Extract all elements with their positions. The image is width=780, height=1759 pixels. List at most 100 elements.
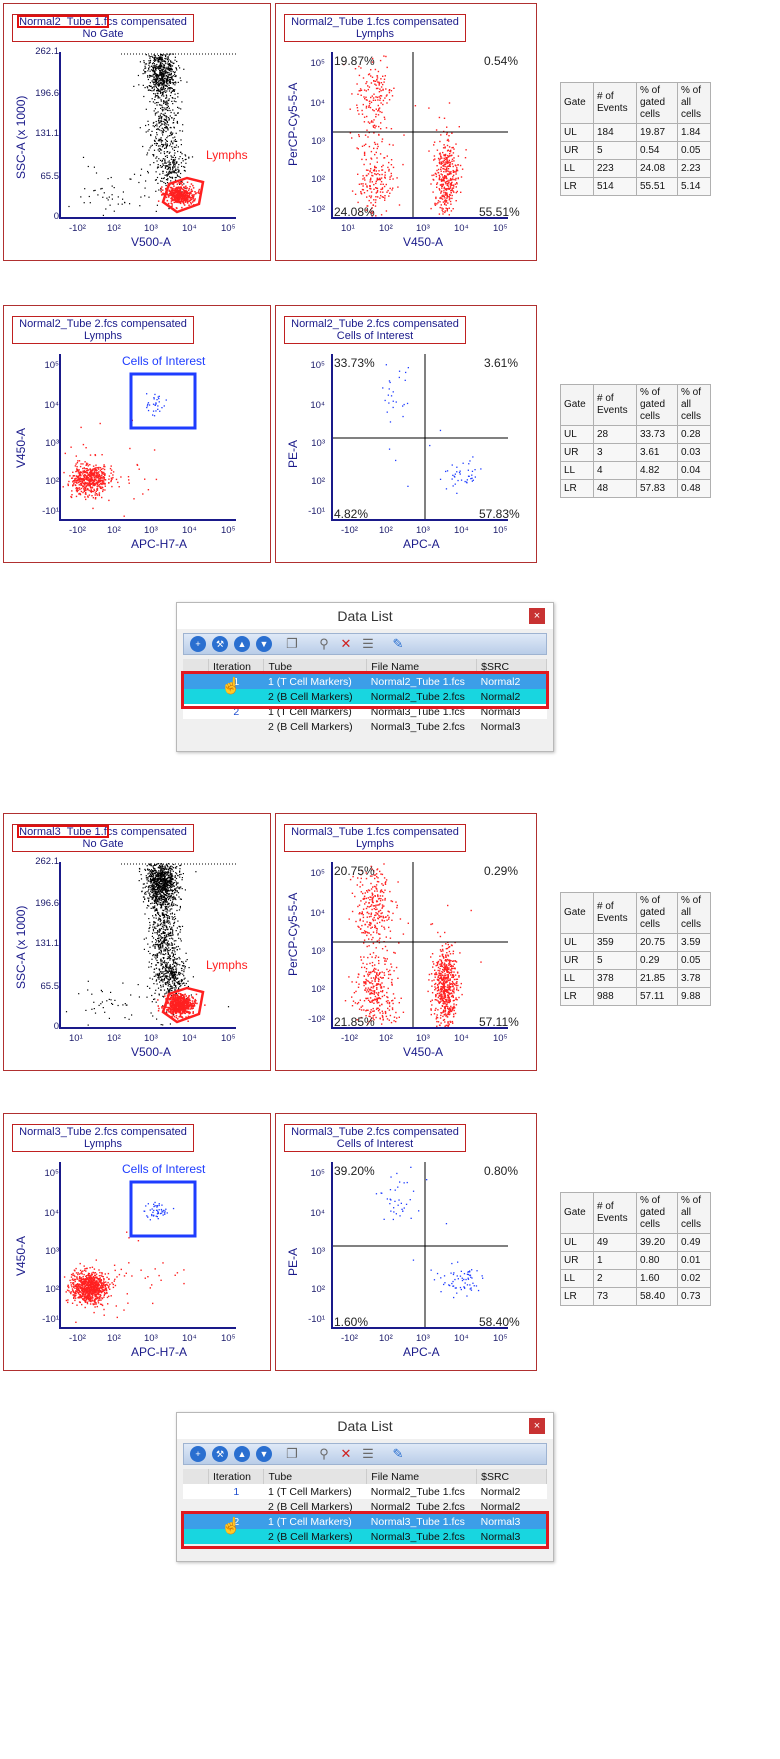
plot-canvas[interactable] [331, 354, 508, 521]
cells-of-interest-gate[interactable] [129, 372, 197, 430]
event-dot [154, 945, 156, 947]
plot-subtitle: Cells of Interest [336, 330, 414, 342]
event-dot [156, 63, 158, 66]
event-dot [378, 109, 380, 111]
event-dot [170, 176, 172, 179]
event-dot [161, 960, 163, 962]
event-dot [171, 195, 174, 198]
event-dot [78, 460, 81, 462]
event-dot [175, 172, 178, 174]
event-dot [170, 865, 172, 867]
event-dot [447, 165, 449, 167]
event-dot [164, 88, 166, 90]
event-dot [159, 974, 161, 976]
plot-canvas[interactable] [59, 354, 236, 521]
event-dot [162, 984, 164, 986]
event-dot [349, 132, 352, 134]
stats-cell: 0.28 [677, 425, 711, 444]
event-dot [163, 919, 166, 921]
event-dot [161, 68, 163, 70]
event-dot [183, 995, 185, 998]
event-dot [458, 471, 461, 474]
event-dot [157, 145, 160, 147]
event-dot [170, 879, 172, 882]
event-dot [362, 103, 364, 106]
event-dot [162, 931, 164, 933]
plot-canvas[interactable] [331, 52, 508, 219]
plot-canvas[interactable] [59, 862, 236, 1029]
event-dot [396, 177, 398, 179]
event-dot [153, 971, 155, 973]
event-dot [389, 178, 391, 180]
event-dot [150, 890, 152, 893]
event-dot [173, 172, 175, 174]
event-dot [166, 168, 168, 170]
event-dot [445, 157, 448, 160]
event-dot [169, 95, 172, 97]
gating-plot[interactable]: Normal2_Tube 2.fcs compensated Lymphs Cell… [3, 305, 271, 563]
event-dot [155, 410, 157, 412]
event-dot [162, 863, 164, 865]
event-dot [442, 179, 444, 181]
event-dot [173, 984, 175, 986]
event-dot [164, 916, 166, 918]
event-dot [174, 160, 176, 162]
event-dot [439, 197, 441, 199]
event-dot [158, 119, 160, 121]
quadrant-plot[interactable]: Normal2_Tube 1.fcs compensated Lymphs 19.8… [275, 3, 537, 261]
event-dot [91, 1008, 93, 1010]
event-dot [168, 163, 170, 166]
event-dot [150, 89, 152, 91]
gating-plot[interactable]: Normal3_Tube 1 .fcs compensated No Gate Lym… [3, 813, 271, 1071]
event-dot [179, 1008, 182, 1011]
event-dot [163, 941, 165, 943]
event-dot [148, 886, 150, 889]
event-dot [76, 479, 79, 481]
event-dot [379, 177, 381, 180]
event-dot [155, 882, 157, 884]
event-dot [147, 124, 150, 126]
event-dot [178, 189, 181, 192]
event-dot [166, 874, 168, 876]
event-dot [178, 973, 180, 976]
event-dot [158, 937, 160, 940]
event-dot [162, 898, 164, 900]
event-dot [414, 105, 417, 107]
event-dot [158, 875, 161, 877]
event-dot [168, 99, 170, 102]
event-dot [158, 940, 160, 942]
gating-plot[interactable]: Normal2_Tube 1 .fcs compensated No Gate Lym… [3, 3, 271, 261]
event-dot [78, 481, 80, 484]
event-dot [156, 112, 158, 114]
event-dot [155, 120, 157, 123]
event-dot [162, 873, 164, 876]
event-dot [162, 870, 164, 872]
event-dot [97, 480, 99, 483]
event-dot [181, 158, 184, 160]
event-dot [376, 78, 378, 81]
quadrant-plot[interactable]: Normal2_Tube 2.fcs compensated Cells of I… [275, 305, 537, 563]
event-dot [162, 170, 164, 172]
event-dot [153, 983, 155, 985]
event-dot [160, 75, 162, 77]
event-dot [102, 479, 104, 481]
plot-canvas[interactable] [59, 52, 236, 219]
event-dot [449, 200, 452, 203]
event-dot [173, 919, 175, 921]
event-dot [151, 870, 153, 872]
event-dot [165, 140, 167, 142]
event-dot [96, 485, 98, 487]
event-dot [161, 77, 163, 79]
lymphs-gate[interactable] [161, 176, 205, 214]
event-dot [471, 474, 473, 476]
event-dot [443, 178, 445, 181]
event-dot [152, 907, 154, 909]
event-dot [171, 199, 174, 202]
event-dot [159, 148, 161, 150]
event-dot [174, 879, 176, 881]
event-dot [111, 194, 113, 196]
event-dot [166, 872, 168, 874]
event-dot [170, 64, 172, 66]
event-dot [159, 887, 161, 889]
event-dot [157, 935, 160, 937]
